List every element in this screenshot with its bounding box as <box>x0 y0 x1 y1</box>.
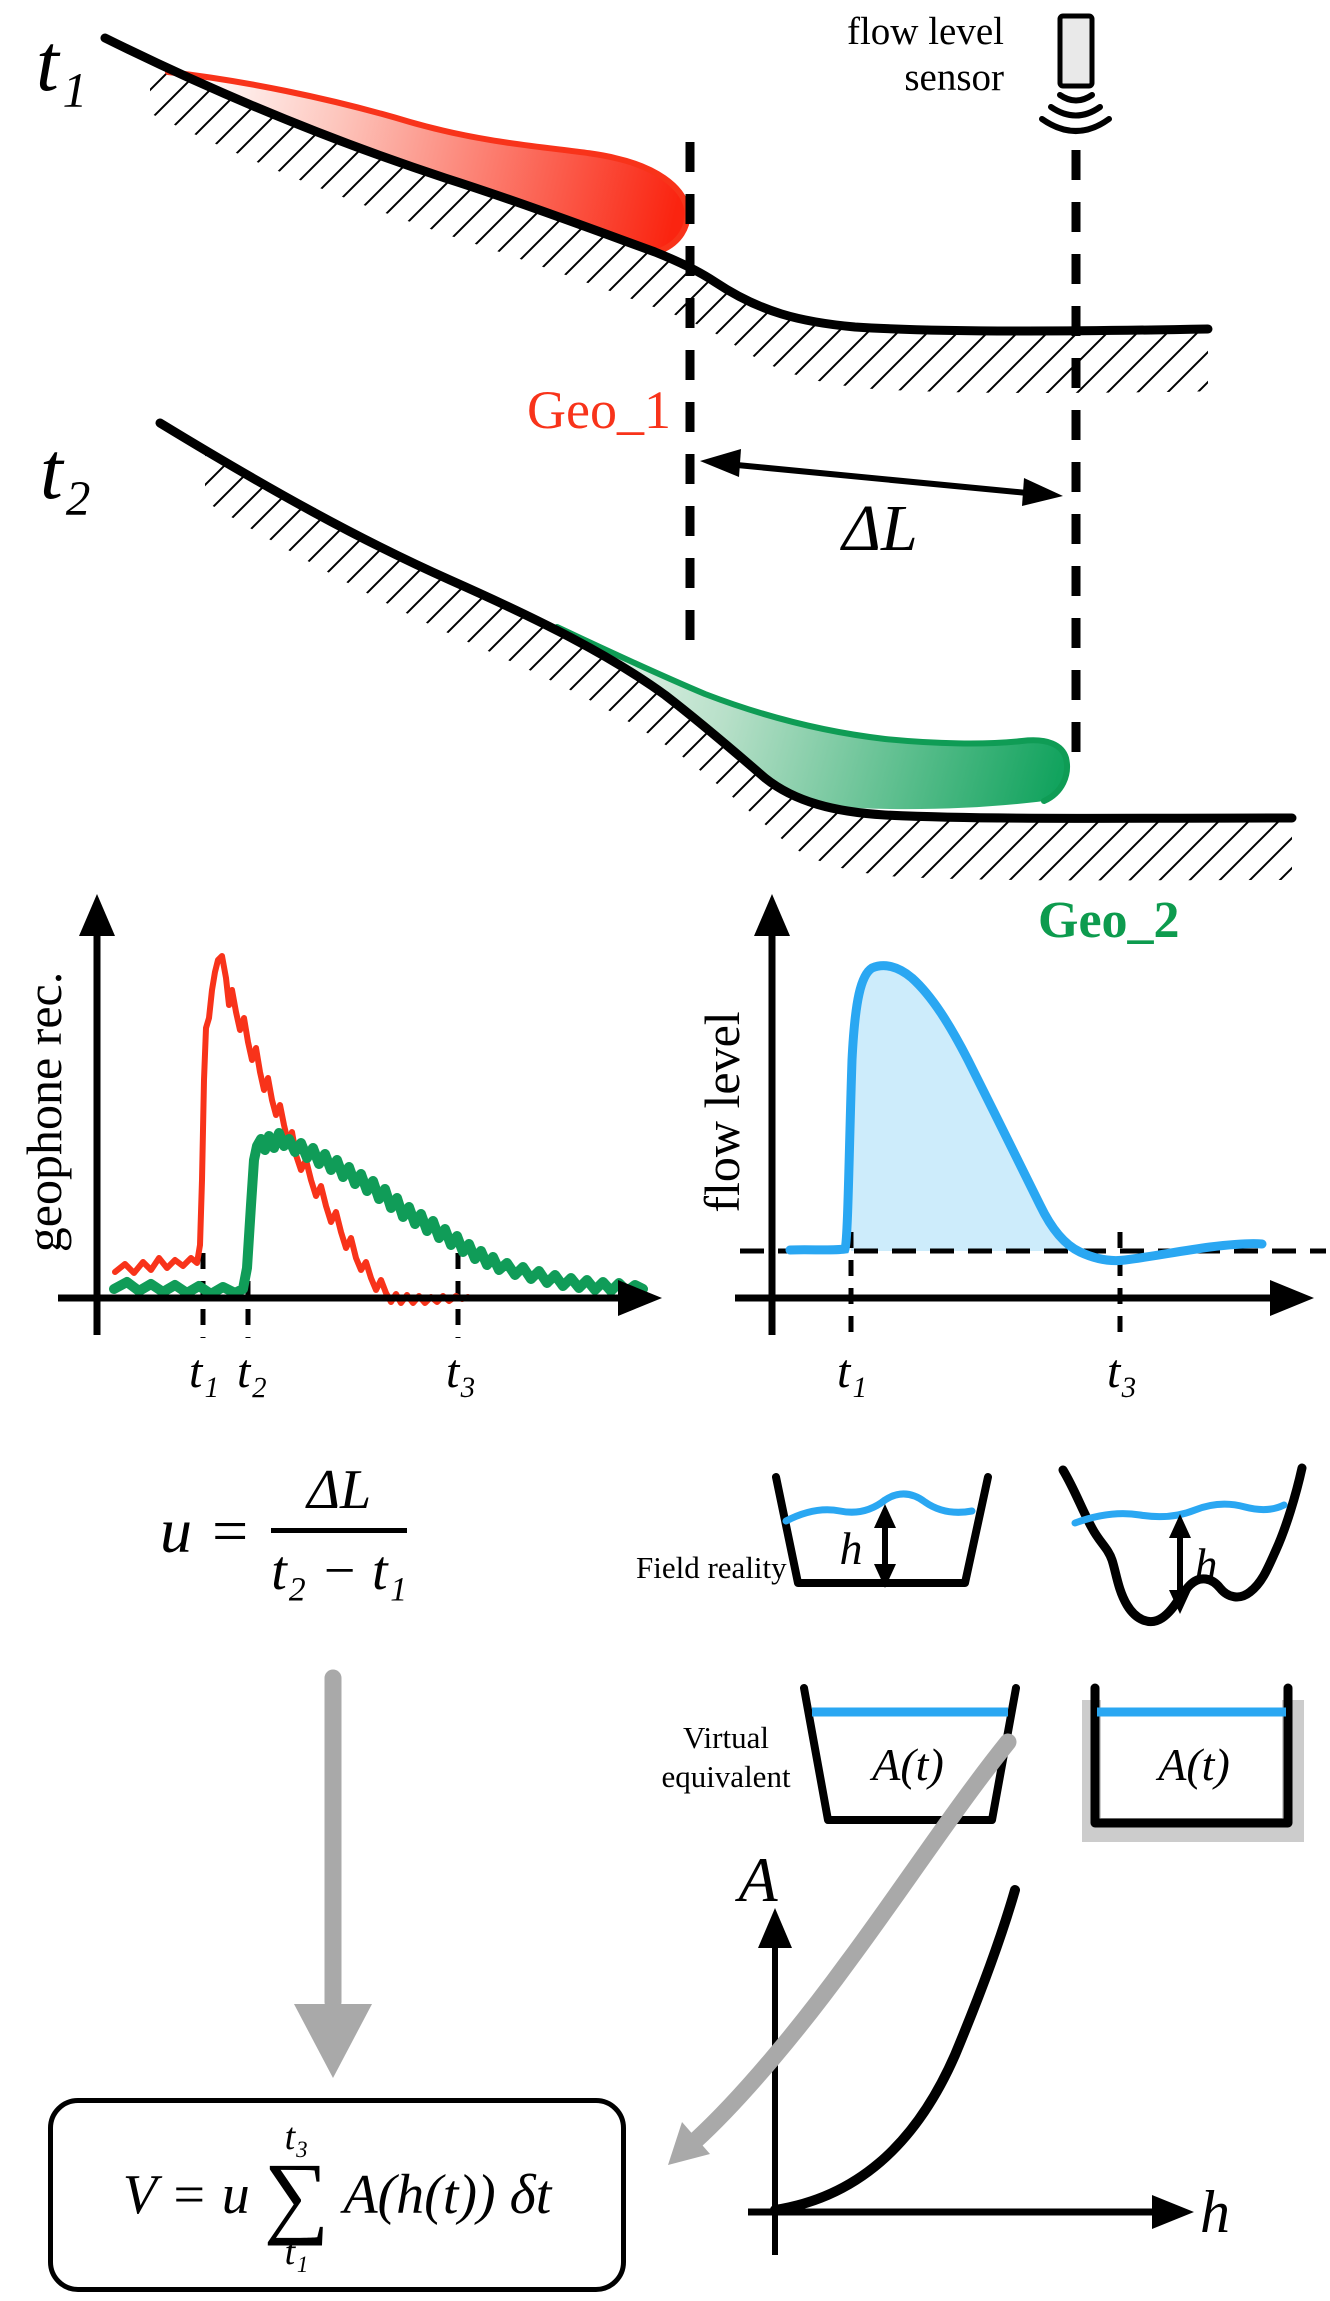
geophone-y-axis-arrow <box>79 894 115 936</box>
time-label-t2: t₂ <box>40 425 92 516</box>
geophone1-label: Geo_1 <box>527 380 671 440</box>
velocity-equation-lhs: u = <box>160 1494 252 1566</box>
area-plot-ylabel: A <box>738 1844 778 1915</box>
rating-to-volume-arrowhead <box>668 2122 710 2165</box>
area-y-axis-arrow <box>758 1908 792 1948</box>
geophone-tick-t3: t₃ <box>445 1345 477 1398</box>
geophone-tick-t2: t₂ <box>236 1345 268 1398</box>
sensor-label-line1: flow level <box>846 10 1004 53</box>
delta-l-label: ΔL <box>842 492 918 565</box>
geophone-plot-ylabel: geophone rec. <box>16 971 72 1253</box>
velocity-equation-numerator: ΔL <box>307 1459 372 1521</box>
sum-symbol: ∑ <box>263 2143 330 2246</box>
h-label-2: h <box>1194 1539 1218 1590</box>
velocity-to-volume-arrowhead <box>294 2004 372 2078</box>
geophone2-label: Geo_2 <box>1038 892 1180 949</box>
field-reality-label: Field reality <box>636 1550 787 1585</box>
virtual-channel-rect-frame <box>1090 1683 1293 1828</box>
sensor-label-line2: sensor <box>904 56 1004 99</box>
volume-equation-rhs: A(h(t)) δt <box>343 2164 552 2226</box>
time-label-t1: t₁ <box>36 17 88 108</box>
virtual-label-line2: equivalent <box>661 1759 791 1794</box>
geophone-trace-geo2 <box>109 1128 648 1299</box>
sum-upper-limit: t₃ <box>284 2116 309 2159</box>
geophone-x-axis-arrow <box>618 1280 662 1316</box>
flow-level-sensor-body <box>1057 13 1095 89</box>
area-label-trapezoid: A(t) <box>872 1739 944 1790</box>
flow-plot-ylabel: flow level <box>694 1011 750 1213</box>
area-label-rect: A(t) <box>1158 1739 1230 1790</box>
h-label-1: h <box>839 1523 863 1574</box>
delta-l-arrowhead-left <box>700 449 741 477</box>
sum-lower-limit: t₁ <box>284 2231 309 2274</box>
flow-y-axis-arrow <box>754 894 790 936</box>
flow-tick-t1: t₁ <box>836 1345 868 1398</box>
flow-x-axis-arrow <box>1270 1280 1314 1316</box>
geophone-tick-t1: t₁ <box>188 1345 220 1398</box>
debris-flow-t1 <box>168 72 688 250</box>
field-channel-natural-waterline <box>1071 1500 1288 1527</box>
flow-level-curve <box>785 961 1267 1266</box>
area-plot-xlabel: h <box>1200 2179 1230 2245</box>
sensor-wave-icon <box>1039 92 1112 134</box>
area-x-axis-arrow <box>1152 2195 1194 2229</box>
velocity-equation-denominator: t₂ − t₁ <box>271 1540 408 1602</box>
virtual-equivalent-label: Virtual equivalent <box>661 1722 790 1792</box>
h-arrow-2-head-top <box>1169 1514 1191 1538</box>
delta-l-arrowhead-right <box>1022 478 1063 506</box>
area-curve <box>770 1885 1020 2215</box>
slope-profile-t1 <box>100 33 1213 336</box>
volume-equation-lhs: V = u <box>122 2164 250 2226</box>
delta-l-arrow <box>715 460 1049 498</box>
h-arrow-2-head-bottom <box>1169 1590 1191 1614</box>
rating-to-volume-arrow <box>686 1733 1017 2150</box>
debris-flow-t2 <box>557 627 1068 810</box>
debris-flow-t2-surface <box>554 624 1070 804</box>
velocity-equation-fraction: ΔL t₂ − t₁ <box>271 1458 408 1603</box>
h-arrow-1-head-bottom <box>874 1564 896 1588</box>
virtual-label-line1: Virtual <box>683 1720 769 1755</box>
field-channel-waterline <box>782 1490 976 1525</box>
fraction-bar <box>271 1528 408 1533</box>
geophone-trace-geo1 <box>112 953 471 1306</box>
h-arrow-1-head-top <box>874 1504 896 1528</box>
field-channel-trapezoid <box>772 1473 992 1587</box>
volume-equation-sum: t₃ ∑ t₁ <box>263 2116 330 2274</box>
velocity-equation: u = ΔL t₂ − t₁ <box>160 1458 408 1603</box>
volume-equation-box: V = u t₃ ∑ t₁ A(h(t)) δt <box>48 2098 626 2292</box>
flow-tick-t3: t₃ <box>1106 1345 1138 1398</box>
slope-profile-t2 <box>155 418 1297 823</box>
slope2-hatching <box>100 410 1330 930</box>
